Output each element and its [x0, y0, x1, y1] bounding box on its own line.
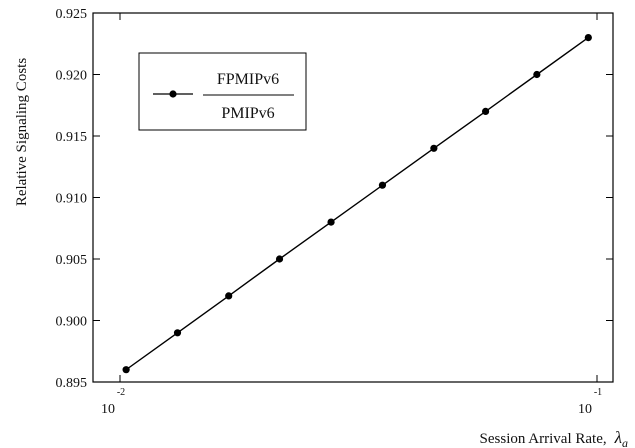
y-tick-label: 0.910 — [56, 192, 88, 207]
x-axis-label: Session Arrival Rate, λa — [480, 428, 628, 448]
y-axis-ticks: 0.895 0.900 0.905 0.910 0.915 0.920 0.925 — [56, 7, 613, 391]
y-axis-label: Relative Signaling Costs — [14, 58, 30, 206]
series-group — [122, 34, 592, 374]
data-point — [327, 218, 335, 226]
x-axis-ticks: -210-110 — [101, 13, 602, 417]
data-point — [225, 292, 233, 300]
legend-denominator: PMIPv6 — [221, 105, 274, 122]
data-point — [430, 144, 438, 152]
legend-box — [138, 52, 307, 131]
y-tick-label: 0.905 — [56, 253, 88, 268]
series-line — [125, 37, 589, 371]
data-point — [481, 107, 490, 115]
legend-numerator: FPMIPv6 — [217, 71, 279, 88]
x-axis-symbol: λ — [614, 428, 622, 447]
x-axis-symbol-subscript: a — [622, 436, 628, 448]
data-point — [378, 181, 387, 189]
x-tick-base: 10 — [101, 402, 115, 417]
y-tick-label: 0.925 — [56, 7, 88, 22]
y-tick-label: 0.920 — [56, 69, 88, 84]
data-point — [122, 366, 130, 374]
data-point — [173, 329, 182, 337]
data-point — [533, 70, 541, 79]
y-tick-label: 0.895 — [56, 376, 88, 391]
y-tick-label: 0.900 — [56, 315, 88, 330]
y-tick-label: 0.915 — [56, 130, 88, 145]
x-tick-exponent: -2 — [117, 387, 125, 398]
x-tick-exponent: -1 — [594, 387, 602, 398]
data-point — [584, 34, 592, 42]
x-tick-base: 10 — [578, 402, 592, 417]
legend: FPMIPv6 PMIPv6 — [138, 52, 307, 131]
data-point — [275, 255, 284, 263]
legend-marker — [169, 90, 177, 98]
x-axis-label-text: Session Arrival Rate, — [480, 431, 607, 447]
